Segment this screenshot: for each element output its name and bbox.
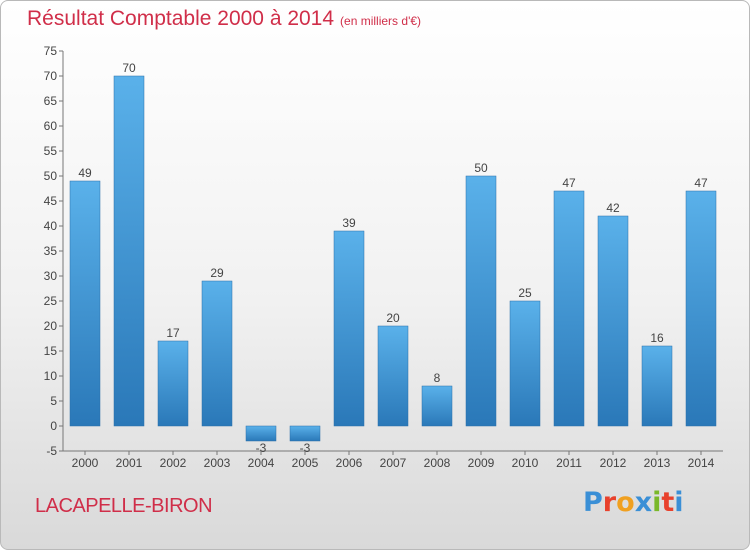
x-tick-label: 2001 (116, 456, 143, 470)
bar (421, 385, 453, 427)
x-tick-label: 2002 (160, 456, 187, 470)
title-unit: (en milliers d'€) (340, 14, 422, 28)
bar (289, 425, 321, 442)
x-tick-label: 2010 (512, 456, 539, 470)
data-label: 8 (434, 371, 441, 385)
logo-letter: t (661, 487, 675, 518)
logo-letter: o (616, 487, 635, 518)
logo-letter: r (602, 487, 617, 518)
x-tick-label: 2006 (336, 456, 363, 470)
title-text: Résultat Comptable 2000 à 2014 (27, 7, 335, 30)
data-label: 42 (606, 201, 620, 215)
y-tick-label: 35 (44, 244, 58, 258)
x-tick-label: 2008 (424, 456, 451, 470)
proxiti-logo: Proxiti (583, 487, 684, 518)
commune-name: LACAPELLE-BIRON (35, 495, 213, 517)
y-tick-label: 20 (44, 319, 58, 333)
y-tick-label: 45 (44, 194, 58, 208)
y-tick-label: 65 (44, 94, 58, 108)
x-tick-label: 2014 (688, 456, 715, 470)
bar (333, 230, 365, 427)
x-tick-label: 2009 (468, 456, 495, 470)
y-tick-label: 30 (44, 269, 58, 283)
logo-letter: i (674, 487, 684, 518)
bar (377, 325, 409, 427)
bar (245, 425, 277, 442)
x-tick-label: 2011 (556, 456, 582, 470)
data-label: 25 (518, 286, 532, 300)
data-label: 70 (122, 61, 136, 75)
y-tick-label: 55 (44, 144, 58, 158)
y-tick-label: 40 (44, 219, 58, 233)
logo-letter: P (583, 487, 603, 518)
bar (641, 345, 673, 427)
bar (201, 280, 233, 427)
y-tick-label: 75 (44, 44, 58, 58)
x-tick-label: 2005 (292, 456, 319, 470)
data-label: 47 (694, 176, 708, 190)
logo-letter: i (652, 487, 662, 518)
y-tick-label: 70 (44, 69, 58, 83)
data-label: 20 (386, 311, 400, 325)
bar (509, 300, 541, 427)
bar (157, 340, 189, 427)
y-tick-label: 25 (44, 294, 58, 308)
bar (685, 190, 717, 427)
data-label: 49 (78, 166, 92, 180)
y-tick-label: -5 (46, 444, 57, 458)
y-tick-label: 5 (50, 394, 57, 408)
bar (597, 215, 629, 427)
bar (465, 175, 497, 427)
data-label: -3 (300, 441, 311, 455)
data-label: 16 (650, 331, 664, 345)
data-label: 17 (166, 326, 180, 340)
y-tick-label: 50 (44, 169, 58, 183)
x-tick-label: 2007 (380, 456, 407, 470)
bar (113, 75, 145, 427)
logo-letter: x (634, 487, 653, 518)
data-label: 29 (210, 266, 224, 280)
data-label: 39 (342, 216, 356, 230)
x-tick-label: 2000 (72, 456, 99, 470)
data-label: -3 (256, 441, 267, 455)
bar (553, 190, 585, 427)
data-label: 50 (474, 161, 488, 175)
x-tick-label: 2012 (600, 456, 627, 470)
y-tick-label: 0 (50, 419, 57, 433)
x-tick-label: 2004 (248, 456, 275, 470)
chart-title: Résultat Comptable 2000 à 2014 (en millie… (27, 7, 421, 31)
y-tick-label: 10 (44, 369, 58, 383)
x-tick-label: 2013 (644, 456, 671, 470)
y-tick-label: 60 (44, 119, 58, 133)
bar (69, 180, 101, 427)
data-label: 47 (562, 176, 576, 190)
x-tick-label: 2003 (204, 456, 231, 470)
y-tick-label: 15 (44, 344, 58, 358)
